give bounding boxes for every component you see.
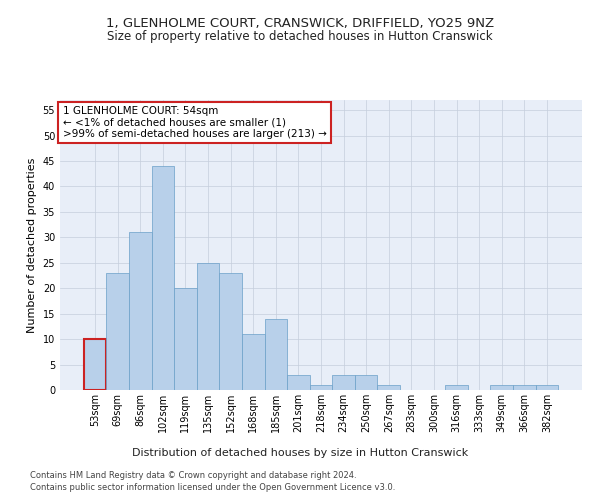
Bar bbox=[536, 385, 558, 390]
Bar bbox=[242, 334, 265, 390]
Bar bbox=[84, 339, 106, 390]
Bar bbox=[197, 263, 220, 390]
Y-axis label: Number of detached properties: Number of detached properties bbox=[27, 158, 37, 332]
Bar bbox=[355, 374, 377, 390]
Bar bbox=[513, 385, 536, 390]
Text: 1, GLENHOLME COURT, CRANSWICK, DRIFFIELD, YO25 9NZ: 1, GLENHOLME COURT, CRANSWICK, DRIFFIELD… bbox=[106, 18, 494, 30]
Text: Distribution of detached houses by size in Hutton Cranswick: Distribution of detached houses by size … bbox=[132, 448, 468, 458]
Bar bbox=[287, 374, 310, 390]
Bar bbox=[129, 232, 152, 390]
Bar bbox=[445, 385, 468, 390]
Bar bbox=[490, 385, 513, 390]
Bar bbox=[332, 374, 355, 390]
Bar bbox=[310, 385, 332, 390]
Bar bbox=[265, 319, 287, 390]
Text: Contains HM Land Registry data © Crown copyright and database right 2024.: Contains HM Land Registry data © Crown c… bbox=[30, 470, 356, 480]
Bar bbox=[106, 273, 129, 390]
Bar bbox=[152, 166, 174, 390]
Text: Size of property relative to detached houses in Hutton Cranswick: Size of property relative to detached ho… bbox=[107, 30, 493, 43]
Text: Contains public sector information licensed under the Open Government Licence v3: Contains public sector information licen… bbox=[30, 483, 395, 492]
Bar bbox=[174, 288, 197, 390]
Bar bbox=[220, 273, 242, 390]
Text: 1 GLENHOLME COURT: 54sqm
← <1% of detached houses are smaller (1)
>99% of semi-d: 1 GLENHOLME COURT: 54sqm ← <1% of detach… bbox=[62, 106, 326, 139]
Bar bbox=[377, 385, 400, 390]
